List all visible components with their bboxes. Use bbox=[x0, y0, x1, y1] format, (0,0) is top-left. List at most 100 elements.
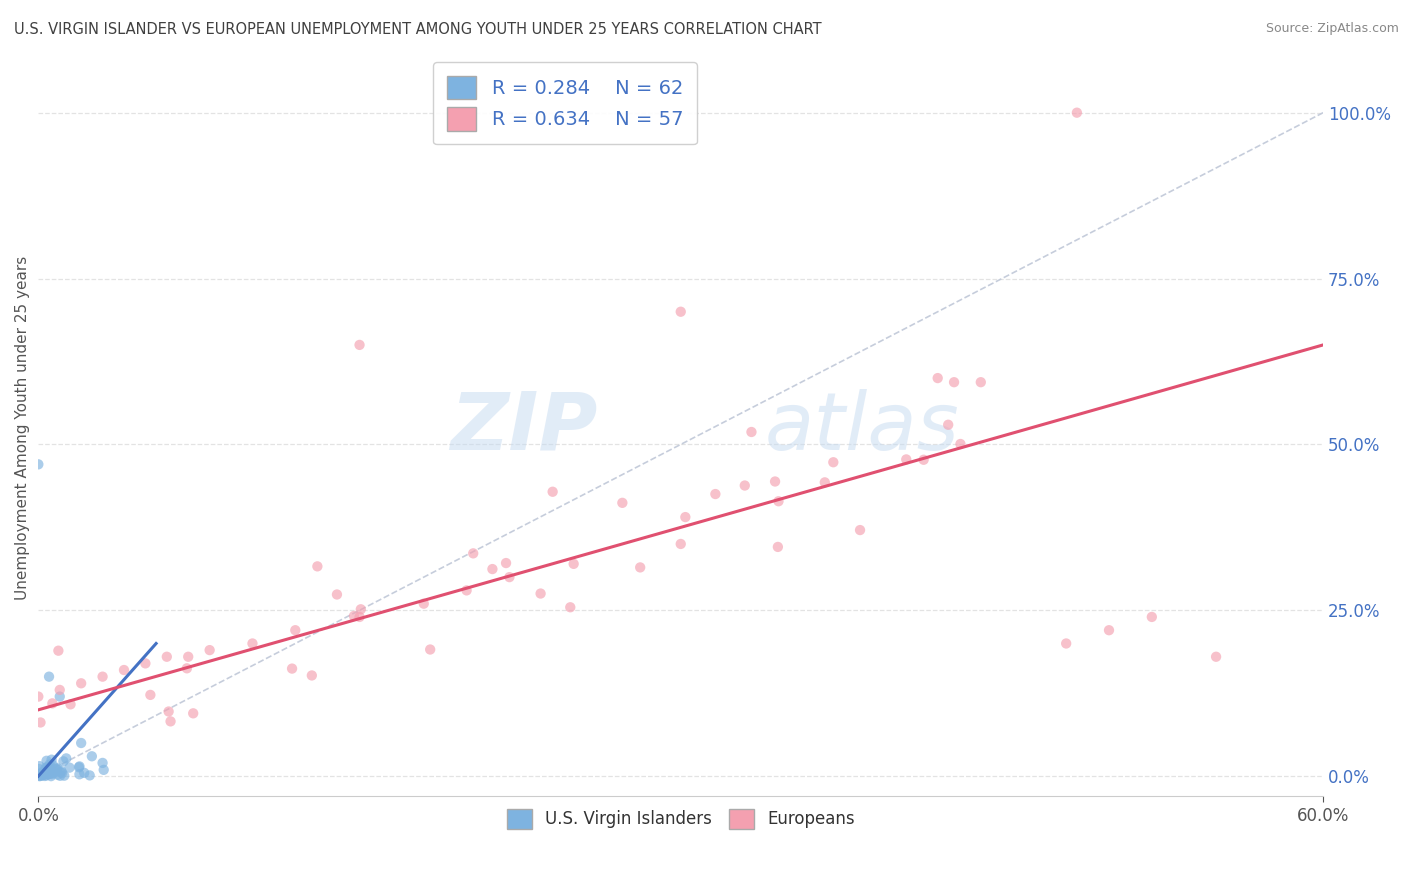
Point bbox=[734, 478, 756, 492]
Point bbox=[35, 761, 58, 775]
Point bbox=[814, 475, 837, 490]
Point bbox=[704, 487, 727, 501]
Point bbox=[1066, 105, 1088, 120]
Point bbox=[91, 670, 114, 684]
Point bbox=[48, 643, 70, 657]
Point bbox=[849, 523, 872, 537]
Point bbox=[343, 609, 366, 624]
Point bbox=[463, 546, 485, 560]
Point bbox=[112, 663, 135, 677]
Point bbox=[936, 417, 959, 432]
Text: Source: ZipAtlas.com: Source: ZipAtlas.com bbox=[1265, 22, 1399, 36]
Point bbox=[669, 537, 692, 551]
Point bbox=[628, 560, 651, 574]
Point bbox=[32, 765, 55, 780]
Point bbox=[53, 769, 76, 783]
Point bbox=[91, 756, 114, 770]
Point bbox=[181, 706, 204, 721]
Point bbox=[45, 762, 67, 776]
Point bbox=[80, 749, 103, 764]
Point bbox=[39, 769, 62, 783]
Point bbox=[307, 559, 329, 574]
Point bbox=[93, 763, 115, 777]
Point bbox=[350, 602, 373, 616]
Point bbox=[45, 763, 67, 777]
Point bbox=[38, 757, 60, 772]
Point bbox=[30, 715, 52, 730]
Point bbox=[495, 556, 517, 570]
Point bbox=[51, 764, 73, 779]
Point bbox=[39, 763, 62, 777]
Point bbox=[38, 765, 60, 780]
Point bbox=[949, 437, 972, 451]
Point bbox=[41, 767, 63, 781]
Point bbox=[31, 768, 53, 782]
Point bbox=[927, 371, 949, 385]
Point bbox=[529, 586, 551, 600]
Point bbox=[481, 562, 503, 576]
Point bbox=[349, 610, 371, 624]
Point bbox=[59, 698, 82, 712]
Point bbox=[349, 338, 371, 352]
Point bbox=[35, 761, 58, 775]
Text: U.S. VIRGIN ISLANDER VS EUROPEAN UNEMPLOYMENT AMONG YOUTH UNDER 25 YEARS CORRELA: U.S. VIRGIN ISLANDER VS EUROPEAN UNEMPLO… bbox=[14, 22, 821, 37]
Point bbox=[970, 375, 993, 389]
Point bbox=[31, 765, 53, 780]
Point bbox=[38, 761, 60, 775]
Point bbox=[28, 769, 51, 783]
Point bbox=[763, 475, 786, 489]
Point bbox=[912, 452, 935, 467]
Point bbox=[55, 751, 77, 765]
Point bbox=[28, 762, 51, 776]
Point bbox=[1205, 649, 1227, 664]
Point bbox=[37, 762, 59, 776]
Point bbox=[67, 767, 90, 781]
Point bbox=[38, 764, 60, 778]
Point bbox=[560, 600, 582, 615]
Point bbox=[159, 714, 181, 729]
Point bbox=[37, 760, 59, 774]
Point bbox=[42, 765, 65, 780]
Point bbox=[823, 455, 845, 469]
Point bbox=[30, 768, 52, 782]
Point bbox=[38, 670, 60, 684]
Legend: U.S. Virgin Islanders, Europeans: U.S. Virgin Islanders, Europeans bbox=[501, 802, 862, 836]
Point bbox=[284, 624, 307, 638]
Point bbox=[28, 759, 51, 773]
Point bbox=[27, 690, 49, 704]
Text: atlas: atlas bbox=[765, 389, 959, 467]
Y-axis label: Unemployment Among Youth under 25 years: Unemployment Among Youth under 25 years bbox=[15, 256, 30, 600]
Point bbox=[28, 769, 51, 783]
Point bbox=[51, 766, 73, 780]
Point bbox=[52, 755, 75, 769]
Point bbox=[1140, 610, 1163, 624]
Point bbox=[37, 766, 59, 780]
Point bbox=[37, 767, 59, 781]
Point bbox=[46, 761, 69, 775]
Point bbox=[37, 763, 59, 777]
Point bbox=[35, 763, 58, 777]
Point bbox=[32, 767, 55, 781]
Point bbox=[896, 452, 918, 467]
Text: ZIP: ZIP bbox=[450, 389, 598, 467]
Point bbox=[39, 766, 62, 780]
Point bbox=[766, 540, 789, 554]
Point bbox=[134, 657, 156, 671]
Point bbox=[79, 768, 101, 782]
Point bbox=[49, 769, 72, 783]
Point bbox=[301, 668, 323, 682]
Point bbox=[669, 304, 692, 318]
Point bbox=[768, 494, 790, 508]
Point bbox=[41, 753, 63, 767]
Point bbox=[943, 375, 966, 389]
Point bbox=[139, 688, 162, 702]
Point bbox=[31, 766, 53, 780]
Point bbox=[498, 570, 520, 584]
Point bbox=[69, 759, 91, 773]
Point bbox=[49, 765, 72, 780]
Point bbox=[70, 676, 93, 690]
Point bbox=[1098, 624, 1121, 638]
Point bbox=[67, 760, 90, 774]
Point bbox=[673, 510, 696, 524]
Point bbox=[48, 682, 70, 697]
